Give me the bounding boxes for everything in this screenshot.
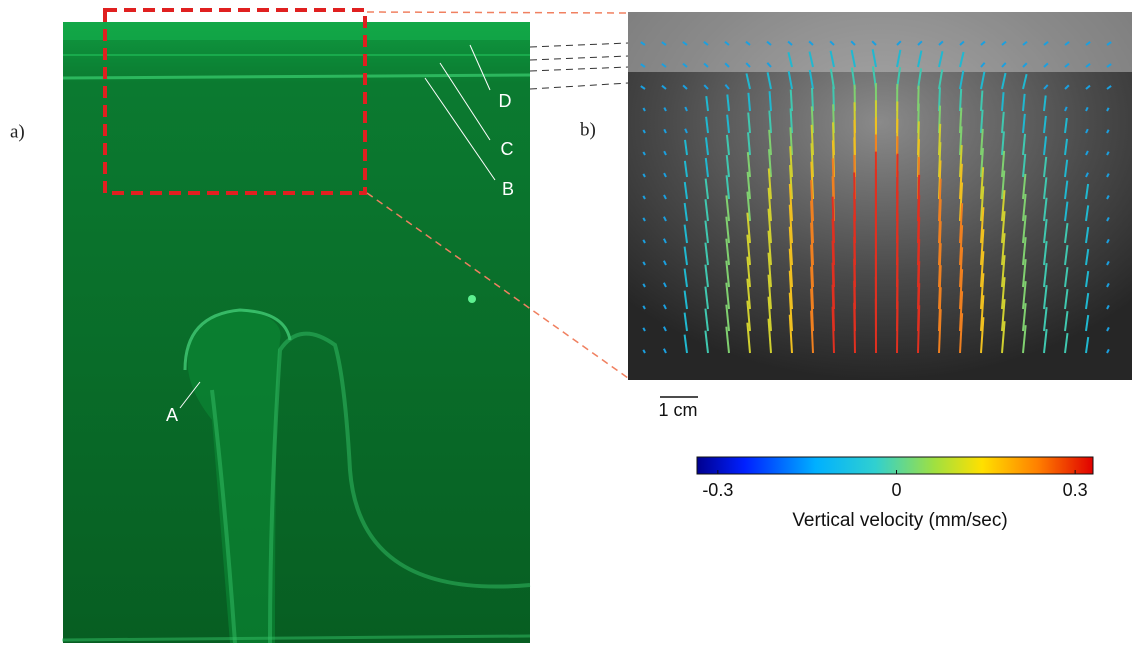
- colorbar-tick-label: -0.3: [702, 480, 733, 500]
- colorbar-tick-label: 0.3: [1063, 480, 1088, 500]
- velocity-arrow: [833, 307, 834, 353]
- scale-bar-label: 1 cm: [658, 400, 697, 420]
- velocity-arrow: [791, 90, 792, 111]
- panel-a-image: [62, 22, 530, 643]
- colorbar-tick-label: 0: [891, 480, 901, 500]
- annotation: B: [502, 179, 514, 199]
- annotation: D: [499, 91, 512, 111]
- annotation: C: [501, 139, 514, 159]
- panel-b-image: [628, 12, 1132, 380]
- annotation: A: [166, 405, 178, 425]
- velocity-arrow: [643, 108, 645, 111]
- colorbar: [697, 457, 1093, 474]
- velocity-arrow: [854, 303, 855, 353]
- velocity-arrow: [918, 305, 919, 353]
- colorbar-label: Vertical velocity (mm/sec): [792, 510, 1007, 531]
- panel-label: a): [10, 121, 25, 142]
- velocity-arrow: [897, 301, 898, 353]
- velocity-arrow: [981, 91, 982, 111]
- panel-label: b): [580, 119, 596, 140]
